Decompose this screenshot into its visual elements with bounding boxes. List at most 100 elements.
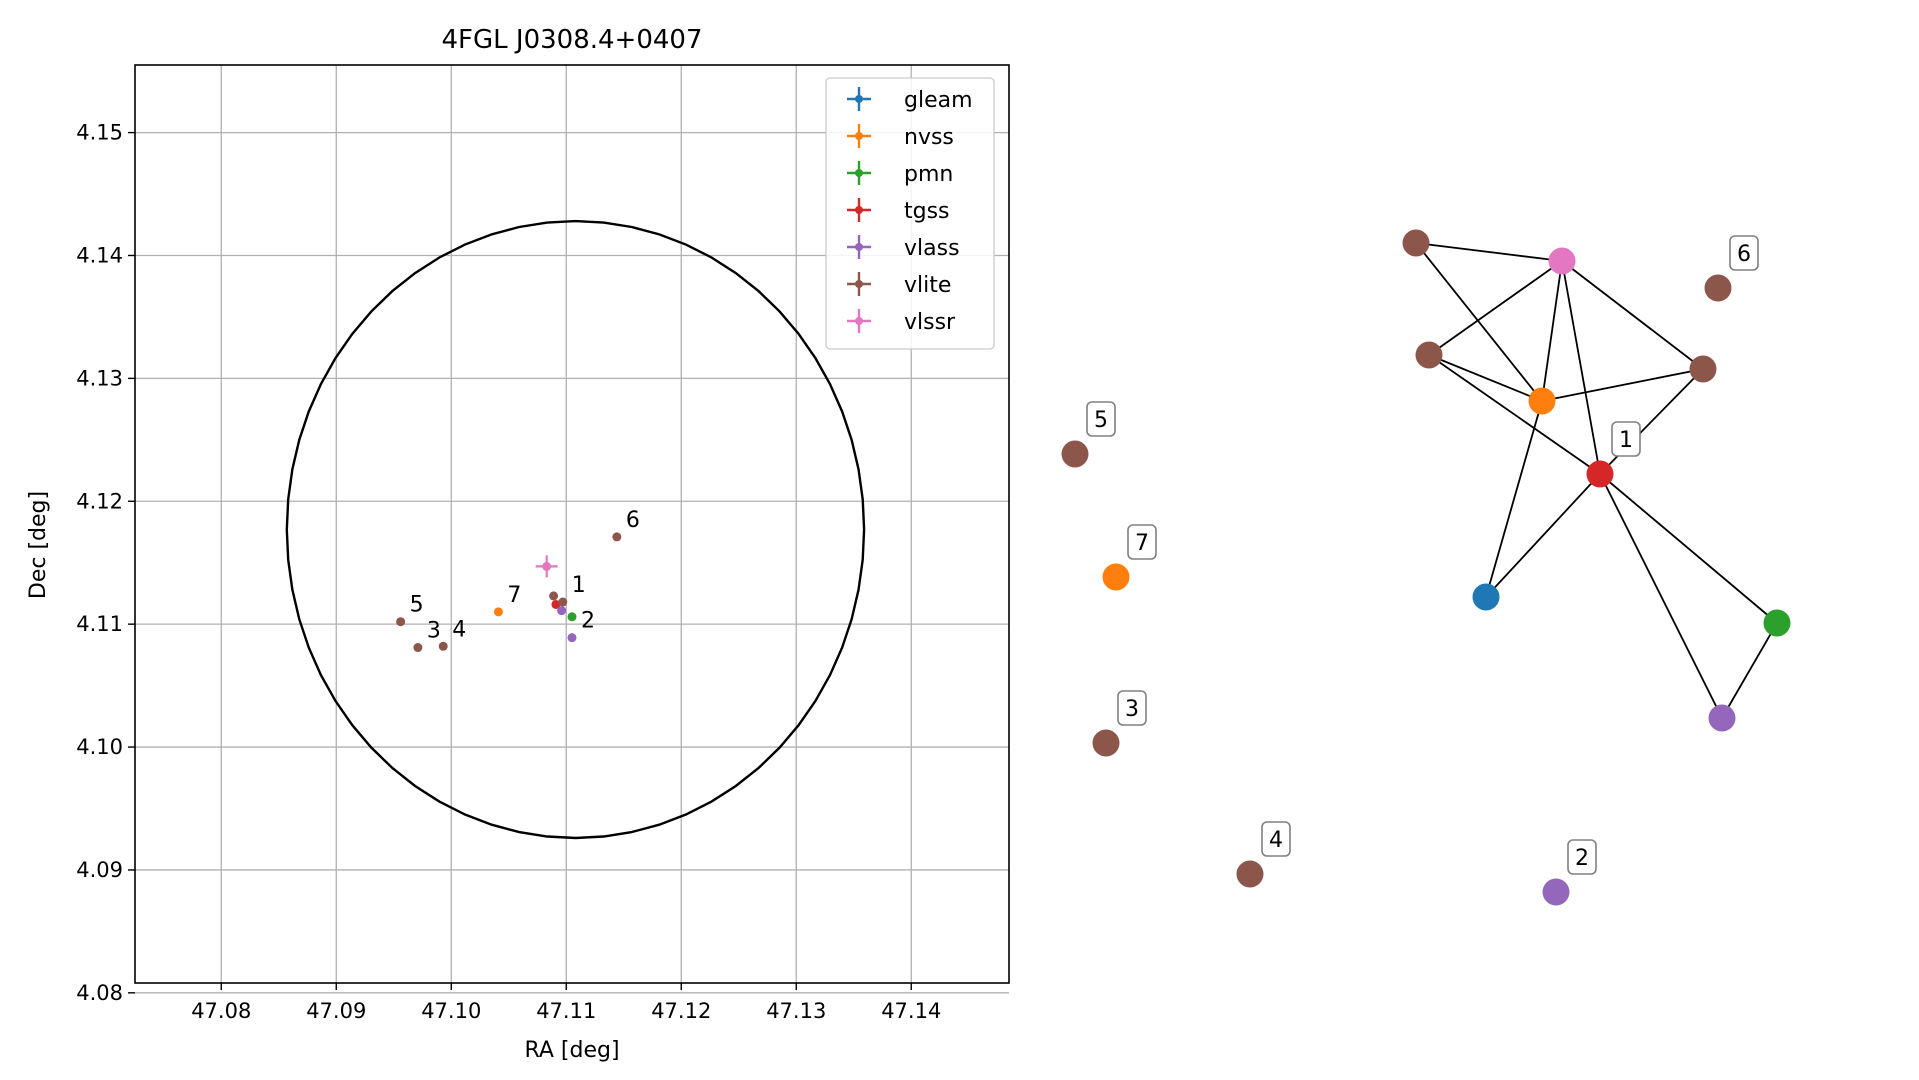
legend-marker-dot <box>855 280 863 288</box>
graph-node-vlite <box>1689 355 1717 383</box>
legend-label: pmn <box>904 162 953 187</box>
source-points <box>396 532 622 653</box>
node-label-box <box>1127 524 1157 560</box>
graph-edge <box>1428 354 1601 475</box>
y-tick-label: 4.08 <box>76 981 123 1005</box>
graph-edge <box>1485 400 1543 598</box>
error-circle <box>285 219 866 840</box>
point-label: 3 <box>427 619 441 644</box>
node-label: 3 <box>1125 697 1139 722</box>
graph-edge <box>1485 473 1601 598</box>
y-tick-label: 4.15 <box>76 121 123 145</box>
point-vlite <box>549 591 559 601</box>
node-label-box <box>1729 235 1759 271</box>
graph-edge <box>1599 473 1778 624</box>
graph-edge <box>1599 473 1723 719</box>
node-label: 4 <box>1269 828 1283 853</box>
x-tick-label: 47.08 <box>191 999 251 1023</box>
point-label: 5 <box>410 593 424 618</box>
graph-edge <box>1428 354 1543 402</box>
y-tick-label: 4.10 <box>76 735 123 759</box>
graph-node-tgss <box>1586 460 1614 488</box>
point-label: 4 <box>452 617 466 642</box>
source-labels: 7 2 53 4 1 6 <box>410 508 640 644</box>
node-label: 7 <box>1135 531 1149 556</box>
node-label-box <box>1086 401 1116 437</box>
point-vlssr <box>542 561 552 571</box>
node-label: 6 <box>1737 242 1751 267</box>
graph-nodes <box>1061 229 1791 906</box>
point-vlite <box>413 643 423 653</box>
graph-node-vlite <box>1415 341 1443 369</box>
node-label-box <box>1567 839 1597 875</box>
node-label: 1 <box>1619 428 1633 453</box>
x-tick-label: 47.09 <box>306 999 366 1023</box>
graph-edge <box>1415 242 1543 402</box>
point-nvss <box>493 607 503 617</box>
legend-label: vlssr <box>904 310 956 335</box>
crossmatch-graph: 6 1 5 7 3 4 2 <box>1061 229 1791 906</box>
legend-marker-dot <box>855 132 863 140</box>
point-label: 2 <box>581 609 595 634</box>
legend-label: gleam <box>904 88 973 113</box>
graph-edge <box>1561 260 1704 370</box>
y-axis-label: Dec [deg] <box>26 491 51 599</box>
graph-node-nvss <box>1528 387 1556 415</box>
point-tgss <box>551 599 561 609</box>
x-tick-label: 47.11 <box>536 999 596 1023</box>
graph-node-vlite <box>1092 729 1120 757</box>
node-label: 2 <box>1575 846 1589 871</box>
graph-edge <box>1428 260 1563 356</box>
point-vlite <box>558 597 568 607</box>
graph-node-vlite <box>1061 440 1089 468</box>
node-label: 5 <box>1094 408 1108 433</box>
legend: gleam nvss pmn tgss vlass vlite vlssr <box>825 77 995 350</box>
point-vlite <box>438 641 448 651</box>
graph-edge <box>1541 368 1704 402</box>
x-axis-label: RA [deg] <box>524 1038 619 1063</box>
y-axis-ticks: 4.08 4.09 4.10 4.11 4.12 4.13 4.14 4.15 <box>76 121 135 1005</box>
graph-node-labels: 6 1 5 7 3 4 2 <box>1086 235 1759 875</box>
x-tick-label: 47.13 <box>766 999 826 1023</box>
legend-marker-dot <box>855 243 863 251</box>
graph-node-vlssr <box>1548 247 1576 275</box>
point-label: 6 <box>626 508 640 533</box>
graph-node-vlite <box>1236 860 1264 888</box>
legend-label: tgss <box>904 199 950 224</box>
legend-marker-dot <box>855 95 863 103</box>
point-label: 7 <box>507 583 521 608</box>
graph-node-pmn <box>1763 609 1791 637</box>
point-vlass <box>567 633 577 643</box>
graph-edge <box>1721 622 1778 719</box>
y-tick-label: 4.14 <box>76 243 123 267</box>
chart-title: 4FGL J0308.4+0407 <box>442 25 703 55</box>
x-axis-ticks: 47.08 47.09 47.10 47.11 47.12 47.13 47.14 <box>191 983 941 1023</box>
graph-node-vlass <box>1542 878 1570 906</box>
legend-label: vlite <box>904 273 951 298</box>
y-tick-label: 4.12 <box>76 489 123 513</box>
graph-edge <box>1415 242 1563 262</box>
node-label-box <box>1117 690 1147 726</box>
graph-edge <box>1561 260 1601 475</box>
point-vlite <box>612 532 622 542</box>
graph-node-vlite <box>1704 274 1732 302</box>
graph-node-vlite <box>1402 229 1430 257</box>
node-label-box <box>1261 821 1291 857</box>
node-label-box <box>1611 421 1641 457</box>
x-tick-label: 47.14 <box>881 999 941 1023</box>
legend-box <box>825 77 995 350</box>
x-tick-label: 47.10 <box>421 999 481 1023</box>
y-tick-label: 4.09 <box>76 858 123 882</box>
y-tick-label: 4.13 <box>76 366 123 390</box>
legend-marker-dot <box>855 169 863 177</box>
plot-frame <box>134 64 1010 984</box>
graph-edge <box>1541 260 1563 402</box>
point-vlass <box>557 606 567 616</box>
legend-label: nvss <box>904 125 954 150</box>
point-label: 1 <box>572 573 586 598</box>
legend-marker-dot <box>855 206 863 214</box>
graph-node-vlass <box>1708 704 1736 732</box>
graph-edges <box>1415 242 1778 719</box>
